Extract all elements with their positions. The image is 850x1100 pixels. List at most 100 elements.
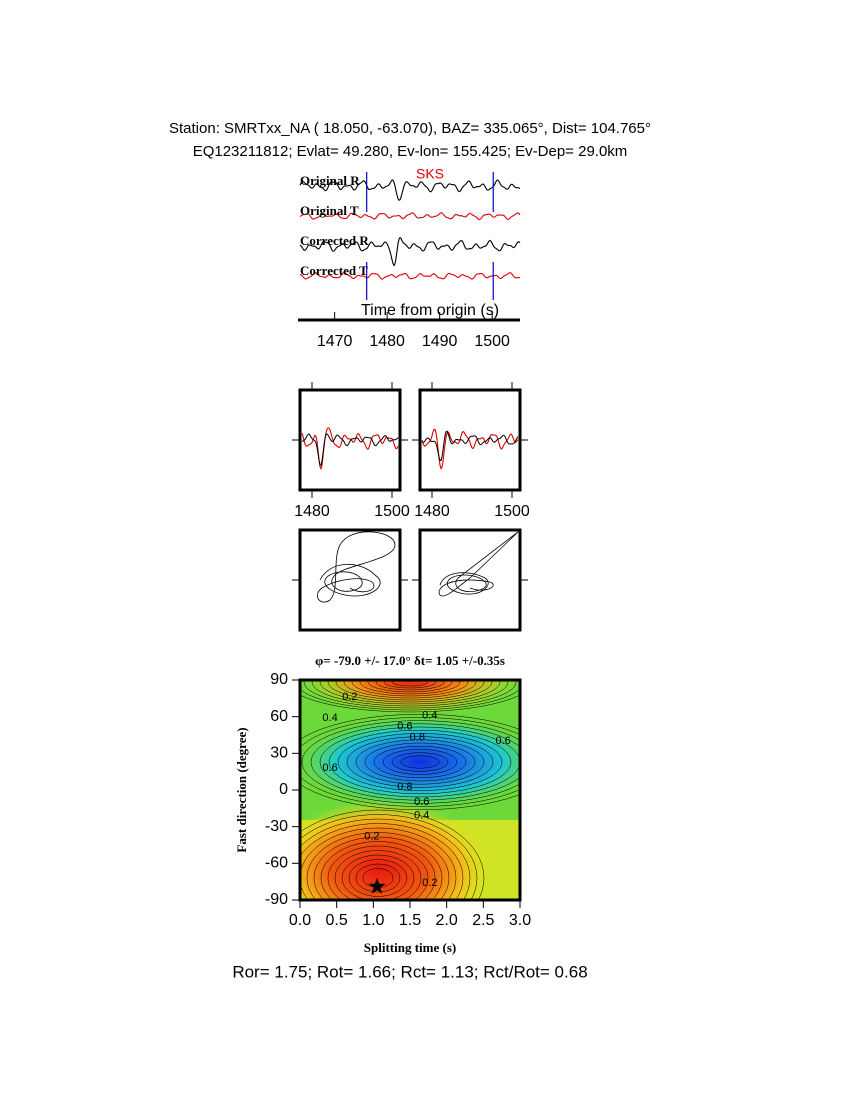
isoline <box>382 749 458 775</box>
isoline <box>300 717 520 807</box>
isoline <box>300 809 485 900</box>
isoline <box>383 680 437 689</box>
best-fit-star <box>368 877 386 894</box>
x-axis-label: Splitting time (s) <box>364 940 456 955</box>
isoline <box>359 680 461 695</box>
x-tick-label: 1470 <box>317 333 353 350</box>
isoline <box>319 726 520 798</box>
y-tick-label: -30 <box>265 818 288 835</box>
isoline <box>310 723 520 801</box>
isoline <box>311 680 509 707</box>
panel-frame <box>418 388 522 492</box>
particle-motion <box>292 528 528 632</box>
trace <box>299 212 521 221</box>
trace <box>299 236 521 267</box>
waveform-t <box>301 427 399 471</box>
waveform-r <box>301 433 399 467</box>
isoline <box>373 745 467 779</box>
isoline <box>375 680 445 691</box>
y-tick-label: -60 <box>265 855 288 872</box>
x-tick-label: 1.5 <box>399 912 421 929</box>
y-tick-label: 60 <box>270 708 288 725</box>
isoline <box>351 680 469 697</box>
contour-label: 0.6 <box>495 735 510 747</box>
y-axis-label: Fast direction (degree) <box>234 727 249 852</box>
x-tick-label: 2.0 <box>436 912 458 929</box>
isoline <box>313 836 443 900</box>
waveform-t <box>421 428 519 470</box>
x-tick-label: 1480 <box>414 503 450 520</box>
station-line: Station: SMRTxx_NA ( 18.050, -63.070), B… <box>169 120 651 137</box>
isoline <box>348 859 408 897</box>
event-line: EQ123211812; Evlat= 49.280, Ev-lon= 155.… <box>193 143 628 160</box>
x-tick-label: 0.5 <box>326 912 348 929</box>
phase-label: SKS <box>416 166 444 182</box>
chart-title: φ= -79.0 +/- 17.0° δt= 1.05 +/-0.35s <box>315 653 505 668</box>
trace <box>299 272 521 280</box>
isoline <box>391 680 429 687</box>
x-tick-label: 1.0 <box>362 912 384 929</box>
isoline <box>364 742 476 782</box>
isoline <box>300 814 478 900</box>
contour-label: 0.2 <box>364 830 379 842</box>
isoline <box>301 720 520 804</box>
trace-label: Corrected R <box>300 233 369 248</box>
isoline <box>355 739 485 785</box>
contour-field <box>300 680 520 900</box>
trace <box>299 179 521 202</box>
isoline <box>337 733 503 791</box>
x-tick-label: 3.0 <box>509 912 531 929</box>
contour-label: 0.6 <box>414 796 429 808</box>
contour-label: 0.8 <box>410 731 425 743</box>
isoline <box>306 832 450 900</box>
trace-label: Original T <box>300 203 359 218</box>
x-tick-label: 1500 <box>374 503 410 520</box>
isoline <box>319 680 501 705</box>
isoline <box>334 850 422 900</box>
x-tick-label: 1500 <box>494 503 530 520</box>
isoline <box>300 823 464 900</box>
isoline <box>327 680 493 703</box>
x-axis-label: Time from origin (s) <box>361 302 499 319</box>
x-tick-label: 1480 <box>294 503 330 520</box>
y-tick-label: 90 <box>270 671 288 688</box>
isoline <box>341 854 415 900</box>
waveform-r <box>421 430 519 462</box>
x-tick-label: 0.0 <box>289 912 311 929</box>
contour-label: 0.4 <box>422 709 437 721</box>
isoline <box>346 736 494 788</box>
isoline <box>300 694 520 713</box>
isoline <box>355 863 401 893</box>
isoline <box>343 680 477 699</box>
isoline <box>320 841 436 900</box>
isoline <box>391 752 449 772</box>
isoline <box>327 845 429 900</box>
isoline <box>300 713 520 811</box>
trace-label: Corrected T <box>300 263 368 278</box>
contour-label: 0.6 <box>322 762 337 774</box>
isoline <box>400 755 440 769</box>
x-tick-label: 1500 <box>474 333 510 350</box>
isoline <box>300 818 471 900</box>
isoline <box>300 688 520 711</box>
x-tick-label: 1480 <box>369 333 405 350</box>
contour-label: 0.6 <box>397 720 412 732</box>
contour-label: 0.4 <box>414 810 429 822</box>
trace-label: Original R <box>300 173 360 188</box>
y-tick-label: -90 <box>265 891 288 908</box>
contour-label: 0.2 <box>422 877 437 889</box>
isoline <box>300 827 457 900</box>
footer: Ror= 1.75; Rot= 1.66; Rct= 1.13; Rct/Rot… <box>232 962 587 981</box>
isoline <box>328 729 512 795</box>
x-tick-label: 1490 <box>422 333 458 350</box>
contour-label: 0.4 <box>322 712 337 724</box>
isoline <box>303 680 517 709</box>
contour-label: 0.8 <box>397 781 412 793</box>
y-tick-label: 0 <box>279 781 288 798</box>
isoline <box>335 680 485 701</box>
x-tick-label: 2.5 <box>472 912 494 929</box>
isoline <box>367 680 453 693</box>
y-tick-label: 30 <box>270 745 288 762</box>
